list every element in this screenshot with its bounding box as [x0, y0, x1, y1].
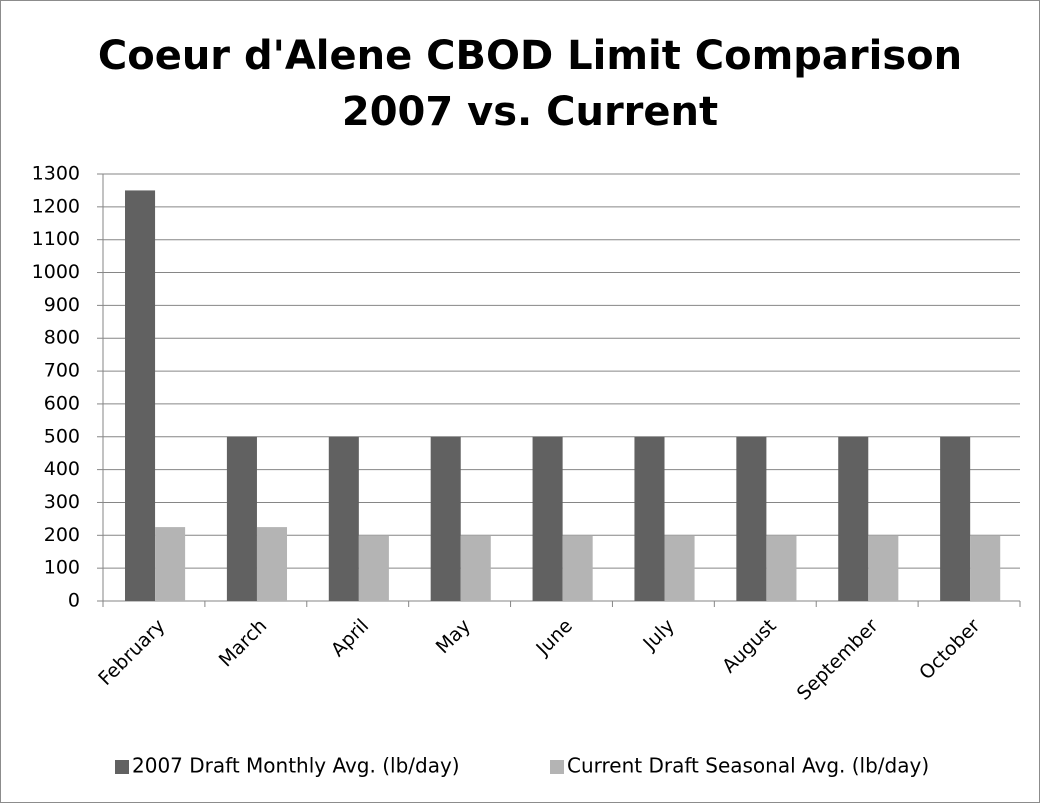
- y-tick-label: 300: [44, 491, 80, 513]
- bar: [838, 436, 869, 601]
- chart-title: Coeur d'Alene CBOD Limit Comparison: [98, 33, 962, 79]
- y-tick-label: 200: [44, 524, 80, 546]
- legend-label: Current Draft Seasonal Avg. (lb/day): [567, 754, 929, 778]
- bar: [562, 535, 593, 601]
- bar: [430, 436, 461, 601]
- bar: [664, 535, 695, 601]
- chart-title: 2007 vs. Current: [342, 89, 718, 135]
- y-tick-label: 500: [44, 425, 80, 447]
- bar: [868, 535, 899, 601]
- bar: [736, 436, 767, 601]
- bar: [970, 535, 1001, 601]
- bar: [460, 535, 491, 601]
- bar: [358, 535, 389, 601]
- y-tick-label: 1100: [32, 228, 80, 250]
- y-tick-label: 1000: [32, 261, 80, 283]
- legend-label: 2007 Draft Monthly Avg. (lb/day): [132, 754, 460, 778]
- bar: [125, 190, 156, 601]
- bar: [226, 436, 257, 601]
- legend-swatch: [550, 760, 564, 774]
- y-tick-label: 800: [44, 327, 80, 349]
- bar: [256, 527, 288, 601]
- y-tick-label: 400: [44, 458, 80, 480]
- bar: [155, 527, 186, 601]
- bar: [634, 436, 665, 601]
- y-tick-label: 100: [44, 557, 80, 579]
- bar: [328, 436, 359, 601]
- y-tick-label: 1300: [32, 163, 80, 185]
- y-tick-label: 1200: [32, 195, 80, 217]
- y-tick-label: 700: [44, 360, 80, 382]
- y-tick-label: 0: [68, 590, 80, 612]
- y-tick-label: 600: [44, 392, 80, 414]
- bar: [940, 436, 971, 601]
- bar: [532, 436, 563, 601]
- bar: [766, 535, 797, 601]
- y-tick-label: 900: [44, 294, 80, 316]
- legend-swatch: [115, 760, 129, 774]
